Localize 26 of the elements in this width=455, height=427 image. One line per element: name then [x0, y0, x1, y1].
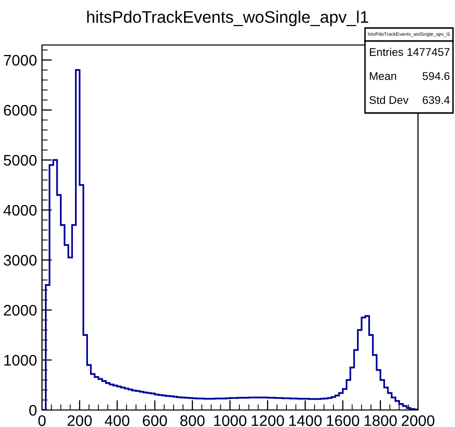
x-tick-label: 1800 [364, 415, 397, 426]
text: 639.4 [422, 96, 450, 104]
x-tick-label: 800 [180, 415, 205, 426]
y-tick-label: 0 [29, 404, 37, 416]
y-tick-label: 7000 [4, 54, 37, 66]
x-tick-label: 400 [104, 415, 130, 426]
x-tick-label: 1600 [326, 415, 360, 426]
annotation: Mean [370, 72, 396, 80]
annotation: 1477457 [408, 48, 450, 56]
y-tick-label: 1000 [4, 354, 37, 366]
y-tick-label: 4000 [4, 204, 37, 216]
x-tick-label: 2000 [402, 415, 434, 426]
text: 594.6 [422, 72, 450, 80]
y-tick-label: 6000 [4, 104, 37, 116]
annotation: Entries [370, 48, 404, 56]
x-tick-label: 200 [68, 415, 92, 426]
x-tick-label: 0 [38, 415, 46, 426]
y-tick-label: 3000 [4, 254, 37, 266]
x-tick-label: 1200 [252, 415, 284, 426]
y-tick-label: 2000 [4, 304, 37, 316]
x-tick-label: 1000 [214, 415, 246, 426]
y-tick-label: 5000 [4, 154, 37, 166]
x-tick-label: 600 [142, 415, 167, 426]
annotation: Std Dev [370, 96, 408, 104]
chart-title: hitsPdoTrackEvents_woSingle_apv_l1 [87, 10, 368, 26]
x-tick-label: 1400 [289, 415, 322, 426]
